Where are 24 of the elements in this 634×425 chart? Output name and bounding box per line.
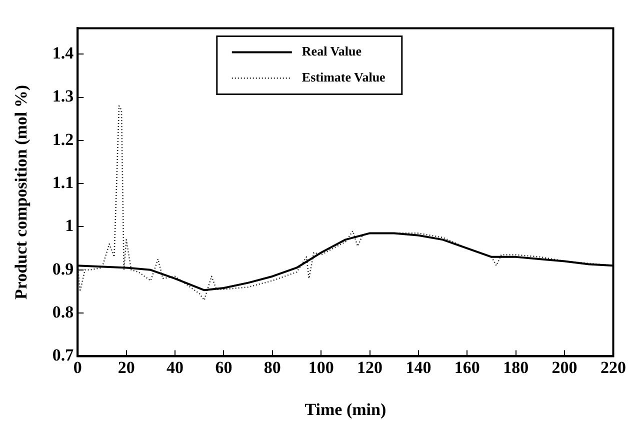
y-tick-label: 1.3 bbox=[52, 86, 74, 106]
x-axis-title: Time (min) bbox=[304, 400, 386, 420]
x-tick-label: 160 bbox=[454, 358, 480, 377]
x-tick-label: 20 bbox=[118, 358, 135, 377]
y-tick-label: 1.2 bbox=[52, 130, 74, 149]
y-axis-title: Product composition (mol %) bbox=[12, 84, 31, 300]
y-tick-label: 1.1 bbox=[52, 172, 74, 192]
x-tick-label: 220 bbox=[600, 358, 626, 377]
x-tick-label: 60 bbox=[215, 358, 232, 377]
legend-label: Estimate Value bbox=[302, 70, 386, 85]
y-tick-label: 0.9 bbox=[52, 259, 74, 278]
x-tick-label: 180 bbox=[503, 358, 529, 377]
x-tick-label: 0 bbox=[73, 358, 82, 377]
y-tick-label: 1.4 bbox=[52, 43, 74, 62]
x-tick-label: 200 bbox=[552, 358, 578, 377]
legend-label: Real Value bbox=[302, 44, 362, 59]
y-tick-label: 0.7 bbox=[52, 346, 74, 365]
x-tick-label: 40 bbox=[166, 358, 184, 377]
x-tick-label: 80 bbox=[264, 358, 281, 377]
x-tick-label: 100 bbox=[308, 358, 334, 377]
x-tick-label: 140 bbox=[406, 358, 432, 377]
y-tick-label: 0.8 bbox=[52, 302, 74, 322]
y-tick-label: 1 bbox=[65, 216, 74, 236]
x-tick-label: 120 bbox=[357, 358, 383, 377]
